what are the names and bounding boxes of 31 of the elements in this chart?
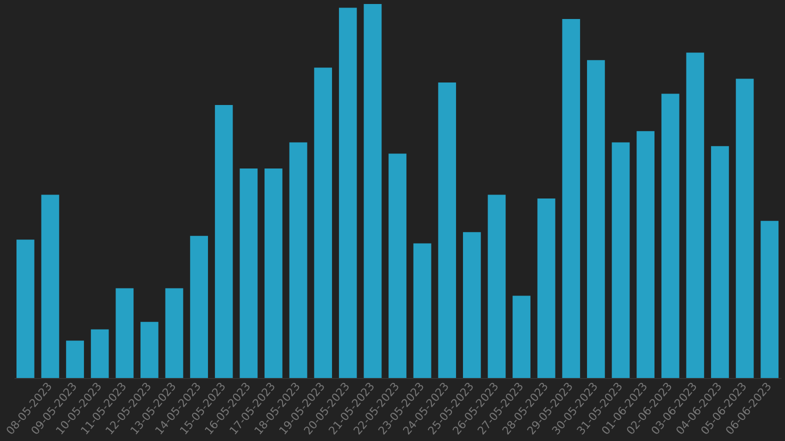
bar bbox=[612, 142, 630, 378]
bar bbox=[760, 220, 779, 378]
bar bbox=[537, 198, 556, 378]
bar bbox=[364, 4, 382, 378]
bar bbox=[636, 131, 654, 378]
bar bbox=[711, 146, 729, 378]
bar bbox=[512, 296, 530, 378]
bar bbox=[165, 288, 184, 378]
bar bbox=[190, 236, 208, 378]
bar bbox=[116, 288, 134, 378]
bar bbox=[314, 68, 332, 378]
bar bbox=[661, 94, 680, 378]
bar bbox=[140, 322, 158, 378]
bar bbox=[338, 8, 357, 378]
bar bbox=[16, 240, 34, 378]
bar bbox=[462, 232, 481, 378]
bar bbox=[90, 329, 109, 378]
bar bbox=[240, 168, 258, 378]
bar bbox=[438, 82, 456, 378]
bar bbox=[388, 154, 406, 378]
bar bbox=[562, 18, 580, 378]
bar bbox=[736, 78, 754, 378]
bar bbox=[41, 194, 60, 378]
bar bbox=[488, 194, 506, 378]
bar bbox=[214, 104, 233, 378]
bar bbox=[686, 52, 704, 378]
bar bbox=[289, 142, 308, 378]
bar bbox=[587, 60, 605, 378]
bar bbox=[66, 340, 84, 378]
bar bbox=[264, 168, 282, 378]
bar bbox=[413, 243, 432, 378]
